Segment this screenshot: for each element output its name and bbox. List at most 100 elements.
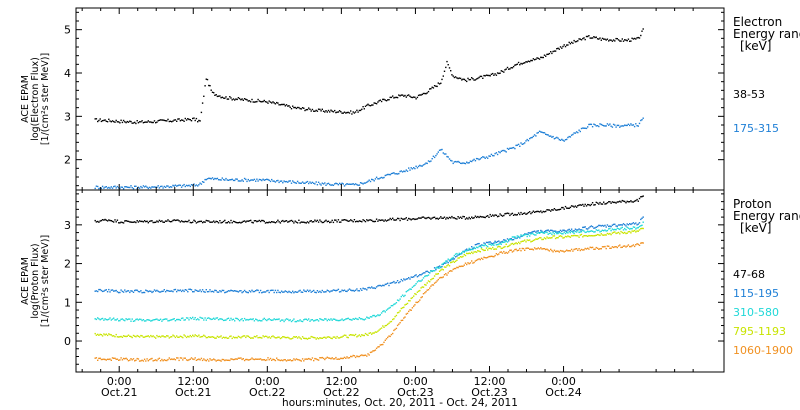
data-point <box>364 182 367 184</box>
data-point <box>493 74 495 76</box>
data-point <box>101 185 104 188</box>
data-point <box>274 359 277 362</box>
data-point <box>183 319 185 321</box>
data-point <box>474 247 477 250</box>
legend-title-line: Proton <box>733 197 772 211</box>
data-point <box>271 178 273 181</box>
data-point <box>276 180 278 182</box>
data-point <box>516 63 518 65</box>
data-point <box>222 358 225 361</box>
data-point <box>185 289 188 291</box>
data-point <box>440 266 442 268</box>
data-point <box>208 336 210 338</box>
data-point <box>103 119 105 122</box>
data-point <box>404 279 406 281</box>
data-point <box>121 359 124 361</box>
data-point <box>343 111 346 113</box>
data-point <box>276 291 278 294</box>
data-point <box>173 289 175 291</box>
data-point <box>458 161 460 163</box>
data-point <box>483 245 485 247</box>
data-point <box>185 336 188 339</box>
data-point <box>554 231 557 233</box>
data-point <box>378 219 380 221</box>
data-point <box>266 335 268 338</box>
data-point <box>537 247 539 249</box>
data-point <box>152 290 154 293</box>
data-point <box>435 218 437 220</box>
data-point <box>451 261 453 263</box>
data-point <box>490 73 493 75</box>
data-point <box>371 333 373 335</box>
data-point <box>554 137 557 139</box>
data-point <box>290 182 293 184</box>
data-point <box>570 134 573 136</box>
data-point <box>347 317 349 319</box>
data-point <box>346 356 348 358</box>
data-point <box>535 234 537 236</box>
data-point <box>424 292 426 294</box>
data-point <box>509 238 511 241</box>
data-point <box>445 262 447 264</box>
data-point <box>399 322 401 324</box>
data-point <box>105 333 107 335</box>
data-point <box>335 356 337 359</box>
data-point <box>296 337 299 339</box>
data-point <box>482 156 484 158</box>
data-point <box>200 220 203 222</box>
data-point <box>504 239 506 241</box>
data-point <box>556 209 558 211</box>
data-point <box>384 283 386 286</box>
data-point <box>467 262 469 264</box>
data-point <box>95 357 98 359</box>
data-point <box>389 321 391 323</box>
data-point <box>615 246 617 248</box>
data-point <box>621 226 623 229</box>
data-point <box>145 360 147 362</box>
data-point <box>556 48 558 50</box>
data-point <box>589 204 591 207</box>
data-point <box>141 220 143 223</box>
data-point <box>106 121 109 123</box>
data-point <box>484 157 486 159</box>
data-point <box>111 220 114 223</box>
data-point <box>172 334 174 336</box>
data-point <box>593 227 595 229</box>
data-point <box>293 292 295 294</box>
data-point <box>610 225 612 228</box>
data-point <box>176 290 178 293</box>
data-point <box>632 38 635 40</box>
data-point <box>633 226 636 228</box>
data-point <box>432 270 435 272</box>
data-point <box>532 58 535 60</box>
data-point <box>394 315 396 318</box>
data-point <box>151 186 153 188</box>
data-point <box>329 183 331 186</box>
data-point <box>147 290 149 293</box>
data-point <box>115 289 117 292</box>
data-point <box>168 220 170 222</box>
data-point <box>292 220 294 223</box>
data-point <box>310 359 312 361</box>
data-point <box>510 147 512 149</box>
data-point <box>447 156 449 158</box>
data-point <box>564 235 567 238</box>
data-point <box>446 274 448 276</box>
data-point <box>622 200 625 202</box>
data-point <box>127 290 130 292</box>
data-point <box>136 318 138 320</box>
data-point <box>431 217 433 219</box>
data-point <box>403 295 405 298</box>
data-point <box>530 212 532 215</box>
data-point <box>300 108 302 110</box>
data-point <box>410 297 412 300</box>
data-point <box>548 250 551 252</box>
data-point <box>229 96 231 98</box>
data-point <box>514 242 516 245</box>
data-point <box>459 77 462 80</box>
data-point <box>516 249 518 252</box>
data-point <box>387 99 389 101</box>
data-point <box>320 220 322 223</box>
data-point <box>388 99 390 101</box>
data-point <box>311 319 314 321</box>
